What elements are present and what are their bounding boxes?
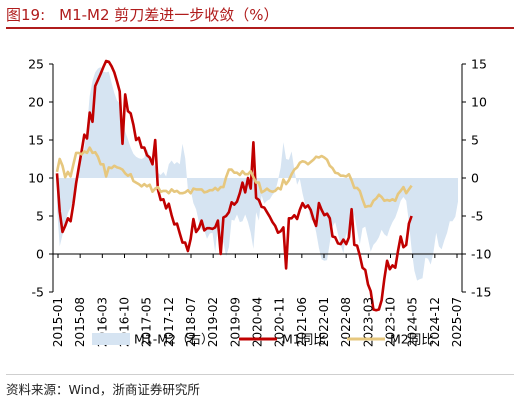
legend-label-m2: M2同比 bbox=[390, 332, 434, 347]
legend: M1-M2（右） M1同比 M2同比 bbox=[92, 332, 434, 347]
source-note: 资料来源：Wind，浙商证券研究所 bbox=[6, 382, 200, 397]
right-tick-label: 0 bbox=[471, 171, 479, 186]
x-tick-label: 2015-01 bbox=[51, 297, 65, 347]
tick-label-group: -5 0 5 10 15 20 25 -15 -10 -5 0 5 10 15 2015-01 2015-08… bbox=[28, 57, 491, 348]
right-tick-label: -5 bbox=[471, 209, 483, 224]
x-tick-label: 2019-02 bbox=[206, 297, 220, 347]
x-tick-label: 2022-08 bbox=[339, 297, 353, 347]
x-tick-label: 2024-12 bbox=[428, 297, 442, 347]
x-tick-label: 2017-12 bbox=[162, 297, 176, 347]
right-tick-label: 10 bbox=[471, 95, 487, 110]
line-series-group bbox=[55, 59, 413, 312]
series-line-m1 bbox=[55, 59, 413, 312]
x-tick-label: 2020-11 bbox=[273, 297, 287, 347]
x-tick-label: 2023-10 bbox=[384, 297, 398, 347]
left-tick-label: -5 bbox=[32, 285, 44, 300]
x-tick-label: 2017-05 bbox=[140, 297, 154, 347]
left-tick-label: 10 bbox=[28, 171, 44, 186]
x-tick-label: 2023-03 bbox=[361, 297, 375, 347]
x-tick-label: 2021-06 bbox=[295, 297, 309, 347]
legend-swatch-m1-m2 bbox=[92, 333, 130, 345]
left-tick-label: 15 bbox=[28, 133, 44, 148]
right-tick-label: 5 bbox=[471, 133, 479, 148]
chart-svg: -5 0 5 10 15 20 25 -15 -10 -5 0 5 10 15 2015-01 2015-08… bbox=[28, 57, 491, 348]
x-tick-label: 2019-09 bbox=[228, 297, 242, 347]
x-tick-label: 2025-07 bbox=[450, 297, 464, 347]
right-tick-label: -15 bbox=[471, 285, 491, 300]
series-line-m2 bbox=[55, 146, 413, 209]
left-tick-label: 25 bbox=[28, 57, 44, 72]
right-tick-label: 15 bbox=[471, 57, 487, 72]
figure-label: 图19: bbox=[6, 6, 46, 24]
right-tick-label: -10 bbox=[471, 247, 491, 262]
legend-label-m1: M1同比 bbox=[282, 332, 326, 347]
x-tick-label: 2024-05 bbox=[406, 297, 420, 347]
series-area-m1-m2 bbox=[57, 67, 458, 281]
left-tick-label: 20 bbox=[28, 95, 44, 110]
figure-title-row: 图19: M1-M2 剪刀差进一步收敛（%） bbox=[6, 4, 279, 25]
x-tick-label: 2020-04 bbox=[251, 297, 265, 347]
x-tick-label: 2015-08 bbox=[73, 297, 87, 347]
legend-label-m1-m2: M1-M2（右） bbox=[134, 332, 214, 347]
area-series-group bbox=[57, 67, 458, 281]
axes-group bbox=[49, 63, 466, 293]
source-divider bbox=[6, 374, 514, 375]
x-tick-label: 2022-01 bbox=[317, 297, 331, 347]
left-tick-label: 0 bbox=[36, 247, 44, 262]
title-divider bbox=[6, 27, 514, 29]
left-tick-label: 5 bbox=[36, 209, 44, 224]
x-tick-label: 2018-07 bbox=[184, 297, 198, 347]
figure-title: M1-M2 剪刀差进一步收敛（%） bbox=[59, 6, 279, 24]
